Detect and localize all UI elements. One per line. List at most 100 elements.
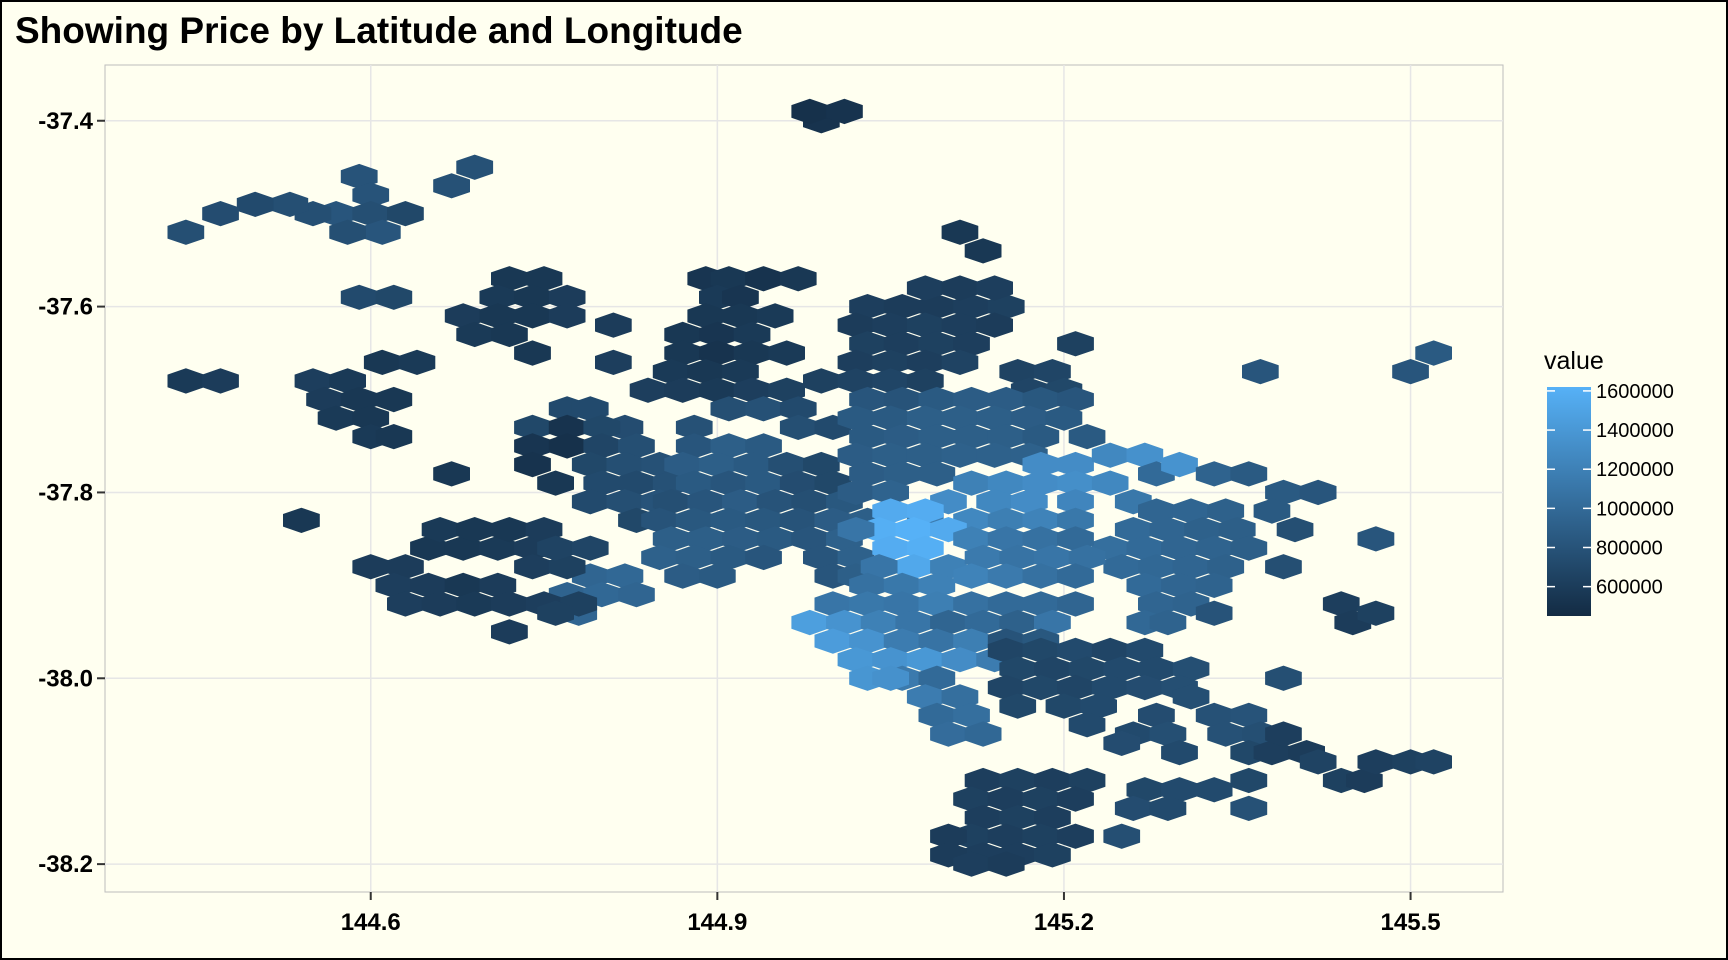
hex-bin (1149, 609, 1187, 636)
hex-bin (1022, 386, 1060, 413)
hex-bin (745, 507, 782, 533)
hex-bin (953, 591, 990, 617)
hex-bin (906, 647, 944, 673)
hex-bin (1195, 777, 1233, 803)
hex-bin (1010, 489, 1048, 515)
hex-bin (976, 489, 1013, 515)
hex-bin (618, 582, 655, 608)
hex-bin (1034, 767, 1071, 794)
hex-bin (964, 544, 1002, 571)
hex-bin (837, 312, 875, 338)
hex-bin (837, 405, 875, 431)
hex-bin (1091, 637, 1129, 663)
hex-bin (987, 507, 1025, 533)
hex-bin (941, 349, 979, 375)
hex-bin (1172, 656, 1210, 682)
hex-bin (849, 461, 886, 487)
hex-bin (1195, 600, 1233, 626)
hex-bin (202, 201, 239, 227)
hex-bin (872, 405, 909, 431)
hex-bin (999, 693, 1037, 719)
hex-bin (583, 433, 621, 459)
hex-bin (883, 572, 921, 598)
hex-bin (1022, 507, 1060, 533)
hex-bin (722, 284, 759, 310)
hex-bin (1161, 451, 1198, 478)
hex-bin (687, 489, 725, 515)
hex-bin (987, 470, 1025, 496)
hex-bin (1103, 554, 1141, 580)
hex-bin (548, 414, 586, 440)
hex-bin (1357, 526, 1395, 552)
hex-bin (618, 470, 655, 496)
hex-bin (410, 535, 447, 561)
hex-bin (1034, 805, 1071, 831)
hex-bin (791, 98, 829, 125)
hex-bin (1126, 572, 1164, 598)
hex-bin (1161, 535, 1198, 561)
hex-bin (664, 321, 702, 348)
hex-bin (1057, 470, 1094, 496)
hex-bin (1149, 795, 1187, 821)
hex-bin (525, 266, 563, 292)
hex-bin (953, 628, 990, 654)
hex-bin (687, 359, 725, 385)
hex-bin (1057, 386, 1094, 413)
hex-bin (872, 442, 909, 468)
hex-bin (1103, 823, 1141, 849)
hex-bin (941, 684, 979, 710)
hex-bin (872, 535, 909, 561)
hex-bin (699, 321, 736, 348)
hex-bin (606, 451, 644, 478)
hex-bin (571, 451, 609, 478)
hex-bin (1103, 730, 1141, 756)
hex-bin (664, 340, 702, 366)
hex-bin (999, 656, 1037, 682)
hex-bin (953, 331, 990, 357)
hex-bin (941, 275, 979, 301)
hex-bin (687, 526, 725, 552)
hex-bin (803, 544, 840, 571)
hex-bin (918, 628, 956, 654)
hex-bin (1114, 795, 1152, 821)
hex-bin (1230, 767, 1268, 794)
x-tick-label: 145.2 (1034, 909, 1094, 936)
hex-bin (756, 489, 794, 515)
hex-bin (953, 563, 990, 589)
hex-bin (444, 303, 482, 329)
hex-bin (710, 544, 748, 571)
hex-bin (803, 368, 840, 394)
hex-bin (167, 368, 205, 394)
hex-bin (849, 572, 886, 598)
hex-bin (699, 340, 736, 366)
hex-bin (733, 377, 771, 403)
hex-bin (837, 349, 875, 375)
hex-bin (941, 312, 979, 338)
hex-bin (595, 312, 632, 338)
hex-bin (953, 851, 990, 877)
hex-bin (514, 554, 551, 580)
hex-bin (1149, 517, 1187, 543)
hex-bin (1022, 451, 1060, 478)
hex-bin (837, 368, 875, 394)
hex-bin (791, 526, 829, 552)
hex-bin (283, 507, 320, 533)
hex-bin (918, 591, 956, 617)
hex-bin (1392, 359, 1429, 385)
hex-bin (1149, 721, 1187, 747)
hex-bin (987, 637, 1025, 663)
hex-bin (826, 98, 863, 125)
hex-bin (1034, 544, 1071, 571)
hex-bin (849, 591, 886, 617)
hex-bin (1068, 712, 1106, 738)
hex-bin (1207, 554, 1245, 580)
hex-bin (352, 201, 390, 227)
hex-bin (895, 609, 933, 636)
y-tick-label: -37.6 (38, 294, 93, 321)
hex-bin (398, 349, 436, 375)
hex-bin (537, 470, 574, 496)
hex-bin (906, 312, 944, 338)
hex-bin (571, 396, 609, 422)
hex-bin (641, 507, 678, 533)
